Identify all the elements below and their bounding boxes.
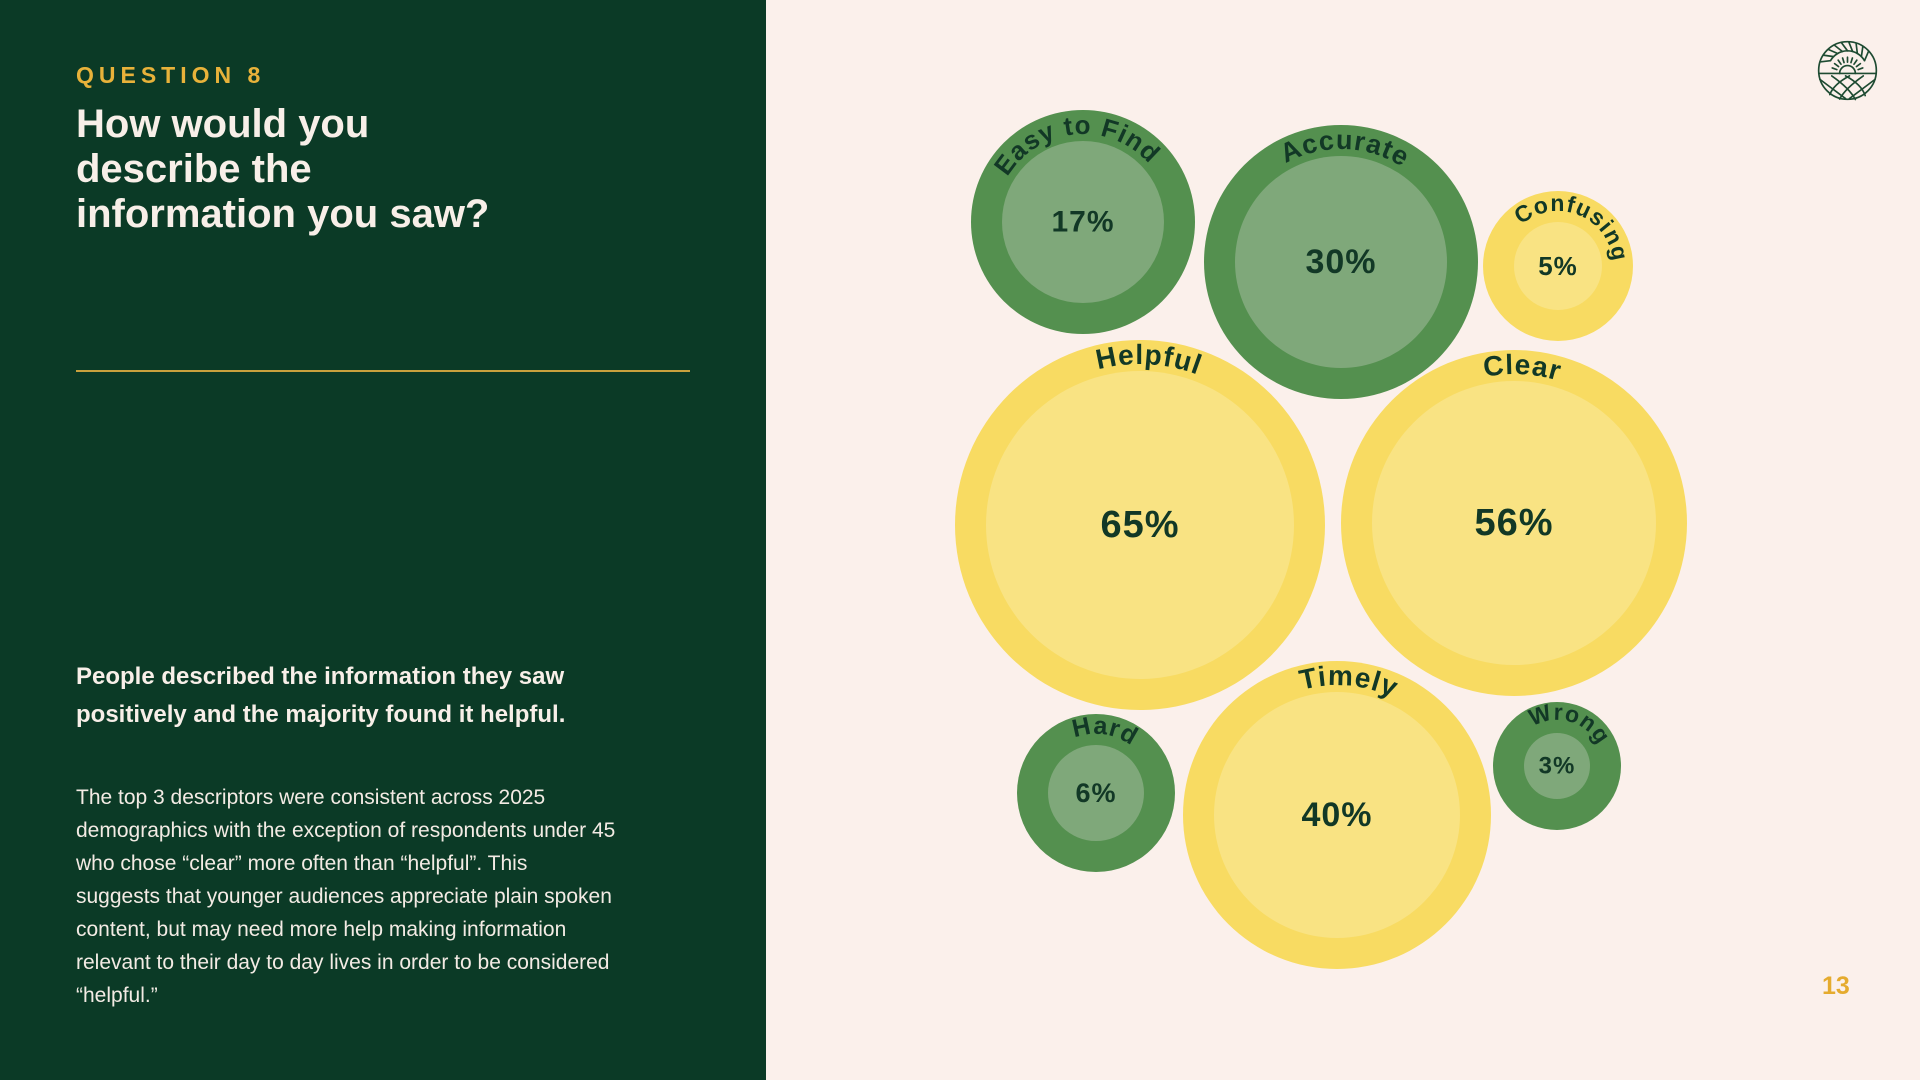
bubble-value: 3% [1539, 753, 1576, 780]
chart-panel: Easy to Find 17% Accurate 30% [766, 0, 1920, 1080]
question-eyebrow: QUESTION 8 [76, 62, 266, 88]
bubble-value: 30% [1305, 243, 1376, 281]
bubble-timely: Timely 40% [1183, 656, 1491, 969]
body-paragraph: The top 3 descriptors were consistent ac… [76, 786, 616, 1007]
title-line-1: How would you [76, 102, 370, 146]
divider-line [76, 370, 690, 372]
bubble-chart: Easy to Find 17% Accurate 30% [955, 102, 1687, 969]
bubble-hard: Hard 6% [1017, 707, 1175, 872]
key-finding-text: People described the information they sa… [76, 663, 566, 728]
bubble-value: 17% [1051, 206, 1114, 239]
bubble-value: 40% [1301, 796, 1372, 834]
bubble-value: 56% [1474, 502, 1553, 544]
bubble-accurate: Accurate 30% [1204, 123, 1478, 399]
bubble-value: 5% [1538, 251, 1578, 281]
logo-icon [1817, 40, 1878, 101]
bubble-label: Clear [1480, 347, 1566, 387]
bubble-wrong: Wrong 3% [1493, 688, 1622, 830]
bubble-helpful: Helpful 65% [955, 336, 1325, 710]
page-number: 13 [1822, 972, 1850, 1000]
svg-text:Clear: Clear [1480, 347, 1566, 387]
bubble-clear: Clear 56% [1341, 347, 1687, 696]
left-panel: QUESTION 8 How would you describe the info… [0, 0, 766, 1080]
bubble-value: 6% [1075, 778, 1116, 808]
title-line-2: describe the [76, 147, 312, 192]
bubble-easy-to-find: Easy to Find 17% [971, 102, 1195, 334]
title-line-3: information you saw? [76, 192, 490, 237]
bubble-value: 65% [1100, 504, 1179, 546]
page-title: How would you describe the information you… [76, 102, 676, 238]
bubble-confusing: Confusing 5% [1483, 170, 1649, 341]
